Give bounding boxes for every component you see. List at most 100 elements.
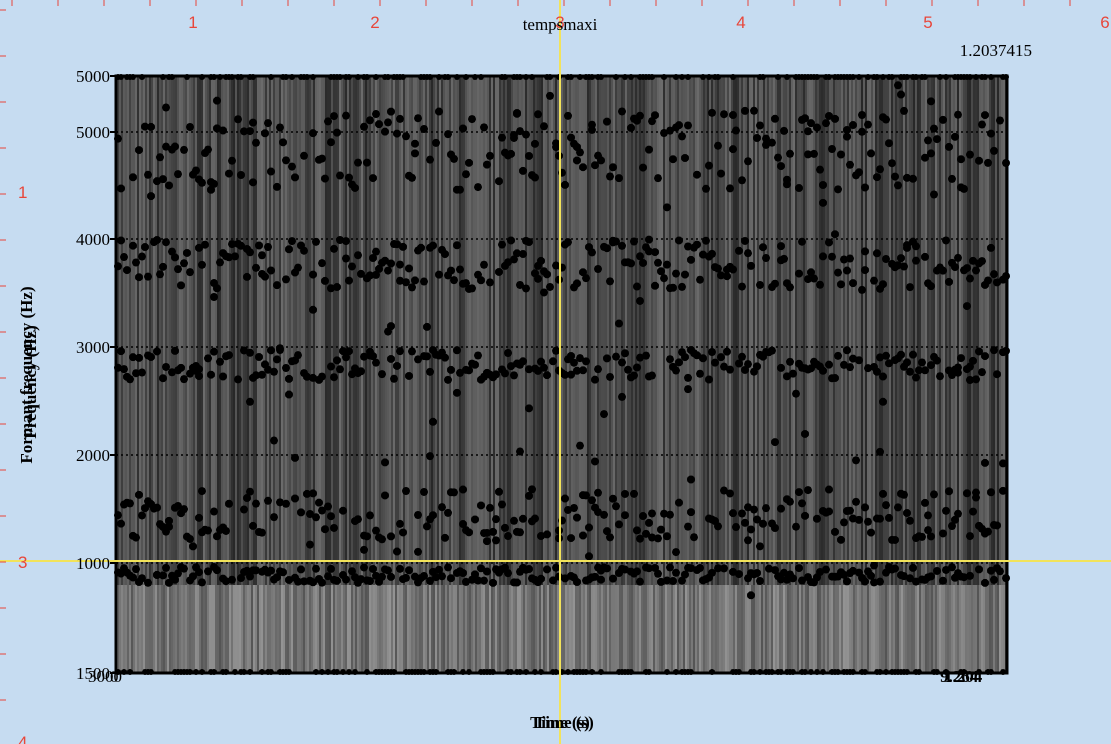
formant-dot [117, 236, 125, 245]
formant-dot [663, 260, 671, 269]
formant-dot [351, 183, 359, 192]
formant-dot [813, 123, 821, 132]
formant-dot [975, 156, 983, 165]
formant-dot [636, 353, 644, 362]
formant-dot [420, 571, 428, 580]
formant-dot [945, 142, 953, 151]
formant-dot [219, 126, 227, 135]
formant-dot [807, 119, 815, 128]
formant-dot [147, 353, 155, 362]
formant-dot [420, 277, 428, 286]
formant-dot [165, 181, 173, 190]
formant-dot [312, 237, 320, 246]
ruler-number: 1 [188, 13, 197, 32]
formant-dot [210, 293, 218, 302]
formant-dot [897, 254, 905, 263]
formant-dot [819, 180, 827, 189]
formant-dot [651, 248, 659, 257]
formant-dot [609, 163, 617, 172]
formant-dot [993, 278, 1001, 287]
formant-dot [681, 570, 689, 579]
formant-dot [984, 158, 992, 167]
formant-dot [537, 574, 545, 583]
formant-dot [195, 372, 203, 381]
formant-dot [186, 268, 194, 277]
formant-dot [324, 117, 332, 126]
formant-dot [375, 264, 383, 273]
formant-dot [141, 243, 149, 252]
formant-dot [666, 563, 674, 572]
formant-dot [603, 117, 611, 126]
formant-dot [600, 410, 608, 419]
formant-dot [135, 490, 143, 499]
formant-dot [978, 368, 986, 377]
formant-dot [882, 255, 890, 264]
formant-dot [171, 346, 179, 355]
formant-dot [372, 270, 380, 279]
formant-dot [714, 522, 722, 531]
formant-dot [726, 184, 734, 193]
formant-dot [666, 355, 674, 364]
formant-dot [189, 572, 197, 581]
formant-dot [429, 511, 437, 520]
formant-dot [858, 127, 866, 136]
formant-dot [450, 154, 458, 163]
formant-dot [645, 564, 653, 573]
formant-dot [282, 363, 290, 372]
formant-dot [879, 372, 887, 381]
formant-dot [363, 158, 371, 167]
formant-dot [480, 123, 488, 132]
formant-dot [672, 366, 680, 375]
formant-dot [312, 564, 320, 573]
formant-dot [507, 149, 515, 158]
formant-dot [387, 259, 395, 268]
formant-dot [939, 576, 947, 585]
formant-dot [726, 365, 734, 374]
formant-dot [393, 361, 401, 370]
formant-dot [798, 237, 806, 246]
formant-dot [303, 489, 311, 498]
formant-dot [849, 566, 857, 575]
formant-dot [396, 519, 404, 528]
formant-dot [729, 111, 737, 120]
formant-dot [690, 533, 698, 542]
formant-dot [585, 523, 593, 532]
formant-dot [696, 564, 704, 573]
formant-dot [543, 530, 551, 539]
formant-dot [789, 574, 797, 583]
formant-dot [738, 352, 746, 361]
formant-dot [756, 577, 764, 586]
formant-dot [354, 515, 362, 524]
formant-dot [525, 238, 533, 247]
formant-dot [303, 372, 311, 381]
formant-dot [777, 504, 785, 513]
formant-dot [900, 572, 908, 581]
formant-dot [840, 570, 848, 579]
formant-dot [591, 375, 599, 384]
formant-dot [708, 249, 716, 258]
formant-dot [309, 578, 317, 587]
formant-dot [939, 529, 947, 538]
formant-dot [792, 389, 800, 398]
formant-dot [882, 115, 890, 124]
formant-dot [480, 576, 488, 585]
formant-dot [846, 254, 854, 263]
formant-dot [369, 564, 377, 573]
formant-dot [144, 272, 152, 281]
formant-dot [186, 534, 194, 543]
formant-dot [567, 351, 575, 360]
formant-dot [744, 536, 752, 545]
formant-dot [741, 106, 749, 115]
formant-dot [300, 577, 308, 586]
formant-dot [318, 154, 326, 163]
formant-dot [273, 355, 281, 364]
formant-dot [309, 489, 317, 498]
formant-dot [546, 282, 554, 291]
formant-dot [636, 577, 644, 586]
formant-dot [327, 512, 335, 521]
formant-dot [651, 111, 659, 120]
formant-dot [456, 185, 464, 194]
formant-dot [381, 256, 389, 265]
formant-dot [957, 155, 965, 164]
formant-dot [966, 274, 974, 283]
